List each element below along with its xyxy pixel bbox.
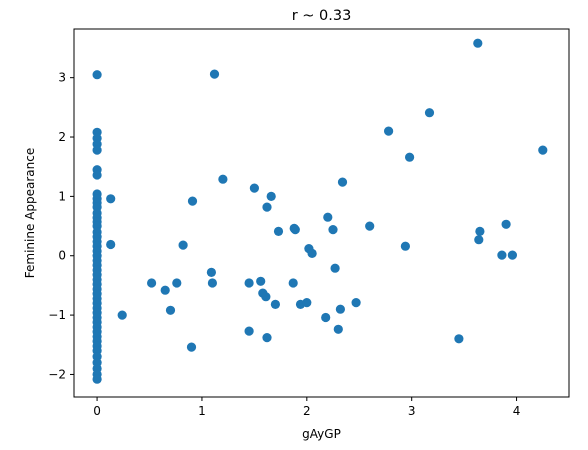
y-axis-ticks: −2 −1 0 1 2 3 [48, 71, 74, 381]
y-tick-label: 2 [58, 130, 66, 144]
data-point-82 [333, 324, 343, 334]
data-point-78 [321, 312, 331, 323]
y-tick-label: 3 [58, 71, 66, 85]
data-point-47 [106, 239, 116, 250]
y-tick-label: 0 [58, 249, 66, 263]
y-tick-label: −2 [48, 367, 66, 381]
x-tick-label: 0 [93, 404, 101, 418]
data-point-55 [187, 196, 198, 206]
y-axis-label: Feminine Appearance [23, 148, 37, 278]
data-point-79 [323, 212, 333, 222]
data-point-63 [256, 276, 266, 286]
x-tick-label: 4 [513, 404, 521, 418]
data-point-67 [262, 333, 272, 343]
data-point-6 [92, 170, 102, 180]
data-point-66 [262, 202, 272, 212]
data-point-57 [207, 278, 217, 288]
data-point-65 [261, 292, 271, 302]
data-point-85 [351, 298, 361, 308]
data-point-0 [92, 70, 102, 80]
data-point-51 [165, 305, 176, 315]
data-point-50 [160, 285, 170, 295]
data-point-88 [400, 241, 410, 251]
x-axis-label: gAyGP [302, 427, 341, 441]
data-points [92, 38, 548, 384]
data-point-54 [186, 342, 197, 352]
data-point-68 [266, 191, 276, 201]
data-point-89 [405, 152, 415, 162]
y-tick-label: 1 [58, 189, 66, 203]
data-point-59 [218, 174, 228, 184]
data-point-97 [507, 250, 517, 260]
data-point-73 [290, 225, 300, 235]
y-tick-label: −1 [48, 308, 66, 322]
data-point-96 [501, 219, 511, 229]
data-point-52 [172, 278, 182, 288]
data-point-75 [302, 298, 312, 308]
x-axis-ticks: 0 1 2 3 4 [93, 397, 520, 418]
data-point-61 [244, 326, 254, 336]
data-point-53 [178, 240, 188, 250]
data-point-81 [330, 263, 340, 273]
chart-title: r ~ 0.33 [292, 8, 352, 24]
data-point-95 [497, 250, 507, 260]
data-point-84 [337, 177, 348, 187]
data-point-86 [365, 221, 375, 231]
x-tick-label: 1 [198, 404, 206, 418]
data-point-56 [206, 267, 216, 277]
x-tick-label: 3 [408, 404, 416, 418]
data-point-87 [384, 126, 394, 136]
data-point-49 [147, 278, 157, 288]
data-point-83 [335, 304, 345, 314]
data-point-90 [424, 108, 435, 118]
data-point-80 [328, 225, 338, 235]
data-point-45 [92, 374, 102, 384]
data-point-92 [473, 38, 483, 48]
data-point-69 [270, 299, 280, 309]
data-point-94 [475, 226, 485, 236]
data-point-91 [454, 334, 464, 344]
data-point-98 [538, 145, 548, 155]
data-point-4 [92, 145, 102, 155]
data-point-70 [273, 226, 284, 236]
data-point-58 [209, 69, 220, 79]
x-tick-label: 2 [303, 404, 311, 418]
plot-frame [73, 28, 570, 398]
data-point-93 [474, 235, 484, 245]
data-point-62 [249, 183, 259, 193]
data-point-77 [307, 248, 317, 258]
data-point-71 [288, 278, 298, 288]
data-point-46 [106, 194, 116, 204]
data-point-60 [244, 278, 254, 288]
data-point-48 [117, 310, 127, 320]
